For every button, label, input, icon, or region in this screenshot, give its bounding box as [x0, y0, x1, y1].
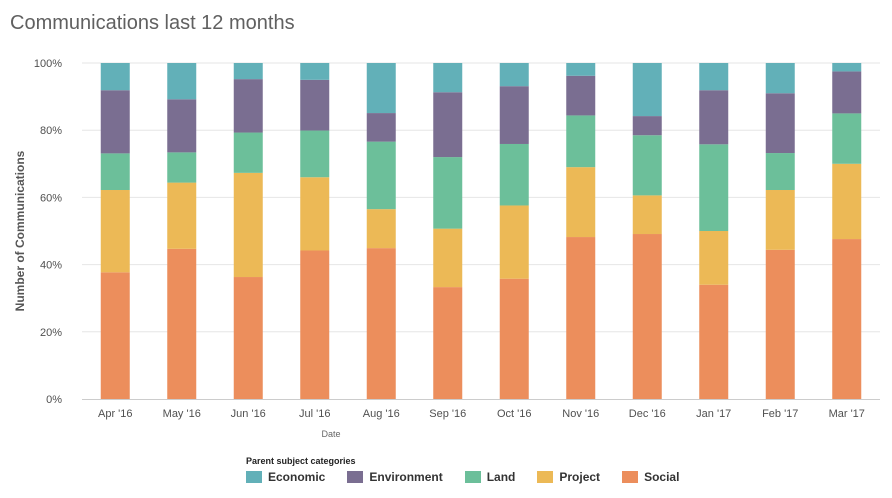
legend-item-land[interactable]: Land [464, 470, 516, 484]
bar-project [632, 195, 662, 235]
bar-social [300, 250, 330, 399]
legend: Economic Environment Land Project Social [246, 470, 679, 484]
bar-social [100, 272, 130, 399]
legend-title: Parent subject categories [246, 456, 356, 466]
bar-economic [167, 63, 197, 100]
x-tick-label: Jul '16 [299, 408, 330, 420]
x-tick-label: Feb '17 [762, 408, 798, 420]
bar-land [233, 132, 263, 173]
legend-label: Environment [369, 470, 443, 484]
bar-social [433, 287, 463, 399]
legend-item-economic[interactable]: Economic [246, 470, 325, 484]
bar-land [632, 135, 662, 196]
x-tick-label: Jun '16 [231, 408, 266, 420]
y-tick-label: 0% [46, 394, 62, 406]
bar-environment [832, 71, 862, 114]
bar-land [300, 130, 330, 178]
bar-economic [366, 63, 396, 114]
bar-land [699, 144, 729, 231]
bar-social [167, 248, 197, 399]
bar-environment [499, 86, 529, 144]
bar-project [100, 190, 130, 273]
bar-land [100, 153, 130, 191]
bar-land [765, 153, 795, 191]
chart-title: Communications last 12 months [10, 12, 295, 34]
bar-project [765, 190, 795, 250]
x-tick-label: Mar '17 [829, 408, 865, 420]
bar-economic [233, 63, 263, 80]
bar-economic [499, 63, 529, 87]
bar-economic [832, 63, 862, 72]
legend-label: Project [559, 470, 601, 484]
x-tick-label: Sep '16 [429, 408, 466, 420]
legend-swatch [347, 471, 364, 483]
x-tick-label: Apr '16 [98, 408, 133, 420]
x-tick-label: Oct '16 [497, 408, 532, 420]
bar-social [765, 249, 795, 399]
bar-project [699, 231, 729, 285]
bar-environment [566, 75, 596, 116]
bar-project [832, 163, 862, 240]
bar-land [832, 113, 862, 164]
x-tick-label: Nov '16 [562, 408, 599, 420]
bar-project [366, 209, 396, 249]
legend-label: Economic [268, 470, 326, 484]
bar-project [300, 177, 330, 251]
y-tick-label: 100% [34, 58, 62, 70]
x-axis-title: Date [321, 429, 340, 439]
bar-land [566, 115, 596, 168]
legend-swatch [622, 471, 639, 483]
bar-environment [699, 90, 729, 145]
x-tick-label: Dec '16 [629, 408, 666, 420]
bar-economic [566, 63, 596, 76]
legend-label: Land [486, 470, 516, 484]
bar-economic [300, 63, 330, 80]
bar-project [566, 167, 596, 238]
bar-project [167, 182, 197, 249]
bar-environment [433, 92, 463, 158]
x-tick-label: May '16 [163, 408, 201, 420]
bar-environment [366, 113, 396, 142]
y-tick-label: 60% [40, 192, 62, 204]
x-tick-label: Aug '16 [363, 408, 400, 420]
legend-label: Social [644, 470, 680, 484]
bar-land [366, 141, 396, 210]
bar-environment [100, 90, 130, 154]
bar-social [632, 234, 662, 399]
bar-environment [632, 116, 662, 136]
bar-environment [300, 79, 330, 131]
bar-social [566, 237, 596, 399]
legend-item-social[interactable]: Social [622, 470, 679, 484]
bar-land [433, 157, 463, 229]
bar-social [832, 239, 862, 399]
legend-swatch [464, 471, 481, 483]
bar-project [233, 172, 263, 278]
bar-environment [233, 79, 263, 133]
bar-land [499, 143, 529, 206]
bar-land [167, 152, 197, 183]
legend-swatch [246, 471, 262, 483]
bar-environment [765, 93, 795, 154]
bar-social [499, 278, 529, 399]
bar-social [699, 284, 729, 399]
y-tick-label: 20% [40, 327, 62, 339]
bar-economic [433, 63, 463, 93]
bar-social [366, 248, 396, 399]
bar-economic [100, 63, 130, 91]
bar-project [499, 205, 529, 279]
bar-economic [699, 63, 729, 91]
y-axis-title: Number of Communications [13, 150, 27, 311]
y-tick-label: 40% [40, 260, 62, 272]
bar-economic [765, 63, 795, 94]
x-tick-label: Jan '17 [696, 408, 731, 420]
bar-project [433, 228, 463, 288]
legend-item-project[interactable]: Project [537, 470, 600, 484]
legend-swatch [537, 471, 554, 483]
bar-environment [167, 99, 197, 153]
y-tick-label: 80% [40, 125, 62, 137]
bar-social [233, 277, 263, 399]
bar-economic [632, 63, 662, 117]
legend-item-environment[interactable]: Environment [347, 470, 443, 484]
